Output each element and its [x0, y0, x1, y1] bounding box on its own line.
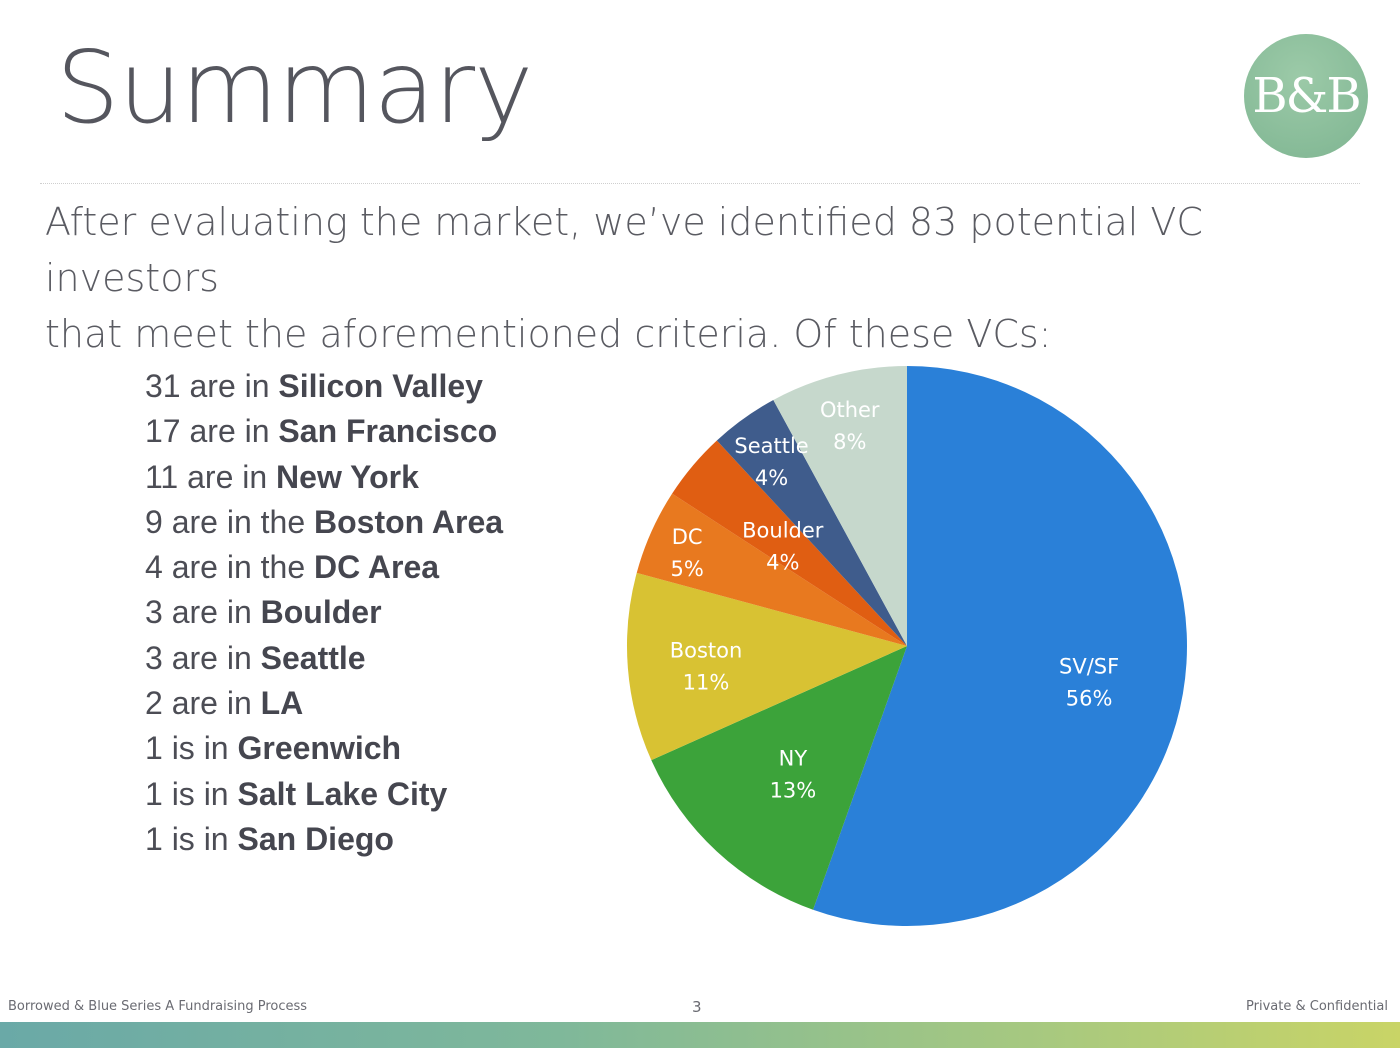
- footer-gradient-bar: [0, 1022, 1400, 1048]
- slice-label: SV/SF: [1059, 654, 1119, 678]
- pie-slice-sv-sf: [813, 366, 1187, 926]
- list-item: 3 are in Seattle: [145, 639, 366, 676]
- intro-line-2: that meet the aforementioned criteria. O…: [45, 312, 1052, 356]
- pie-slice-other: [773, 366, 907, 646]
- intro-line-1: After evaluating the market, we’ve ident…: [45, 200, 1203, 300]
- slide-title: Summary: [56, 29, 533, 146]
- footer-document-title: Borrowed & Blue Series A Fundraising Pro…: [8, 999, 308, 1014]
- pie-slice-boston: [627, 572, 907, 761]
- slice-label: Other: [820, 398, 880, 422]
- slice-label: Boulder: [742, 518, 824, 542]
- list-item: 11 are in New York: [145, 458, 419, 495]
- footer-page-number: 3: [692, 998, 702, 1016]
- slice-percent-label: 5%: [670, 557, 703, 581]
- vc-location-list: 31 are in Silicon Valley 17 are in San F…: [145, 364, 503, 862]
- vc-location-pie-chart: SV/SF 56% NY 13% Boston 11% DC 5% Boulder 4% Seatt…: [627, 366, 1187, 926]
- pie-slice-boulder: [672, 440, 907, 646]
- slice-percent-label: 56%: [1066, 686, 1113, 710]
- pie-slice-seattle: [716, 399, 907, 646]
- slice-percent-label: 4%: [755, 466, 788, 490]
- list-item: 4 are in the DC Area: [145, 549, 440, 586]
- slice-percent-label: 8%: [833, 430, 866, 454]
- slice-percent-label: 4%: [766, 550, 799, 574]
- intro-text: After evaluating the market, we’ve ident…: [45, 194, 1365, 362]
- slice-percent-label: 11%: [683, 671, 730, 695]
- list-item: 3 are in Boulder: [145, 594, 382, 631]
- slice-label: NY: [779, 746, 808, 770]
- slice-percent-label: 13%: [770, 778, 817, 802]
- title-divider: [40, 183, 1360, 184]
- list-item: 2 are in LA: [145, 685, 304, 722]
- pie-slice-dc: [636, 493, 907, 646]
- list-item: 31 are in Silicon Valley: [145, 368, 483, 404]
- slice-label: DC: [672, 525, 703, 549]
- list-item: 1 is in Salt Lake City: [145, 775, 448, 812]
- list-item: 1 is in San Diego: [145, 820, 394, 857]
- slice-label: Boston: [670, 639, 743, 663]
- list-item: 9 are in the Boston Area: [145, 503, 504, 540]
- footer-confidentiality: Private & Confidential: [1246, 999, 1388, 1014]
- brand-logo: B&B: [1244, 34, 1368, 158]
- slice-label: Seattle: [734, 434, 808, 458]
- list-item: 17 are in San Francisco: [145, 413, 498, 450]
- list-item: 1 is in Greenwich: [145, 730, 402, 767]
- pie-slice-ny: [651, 646, 907, 910]
